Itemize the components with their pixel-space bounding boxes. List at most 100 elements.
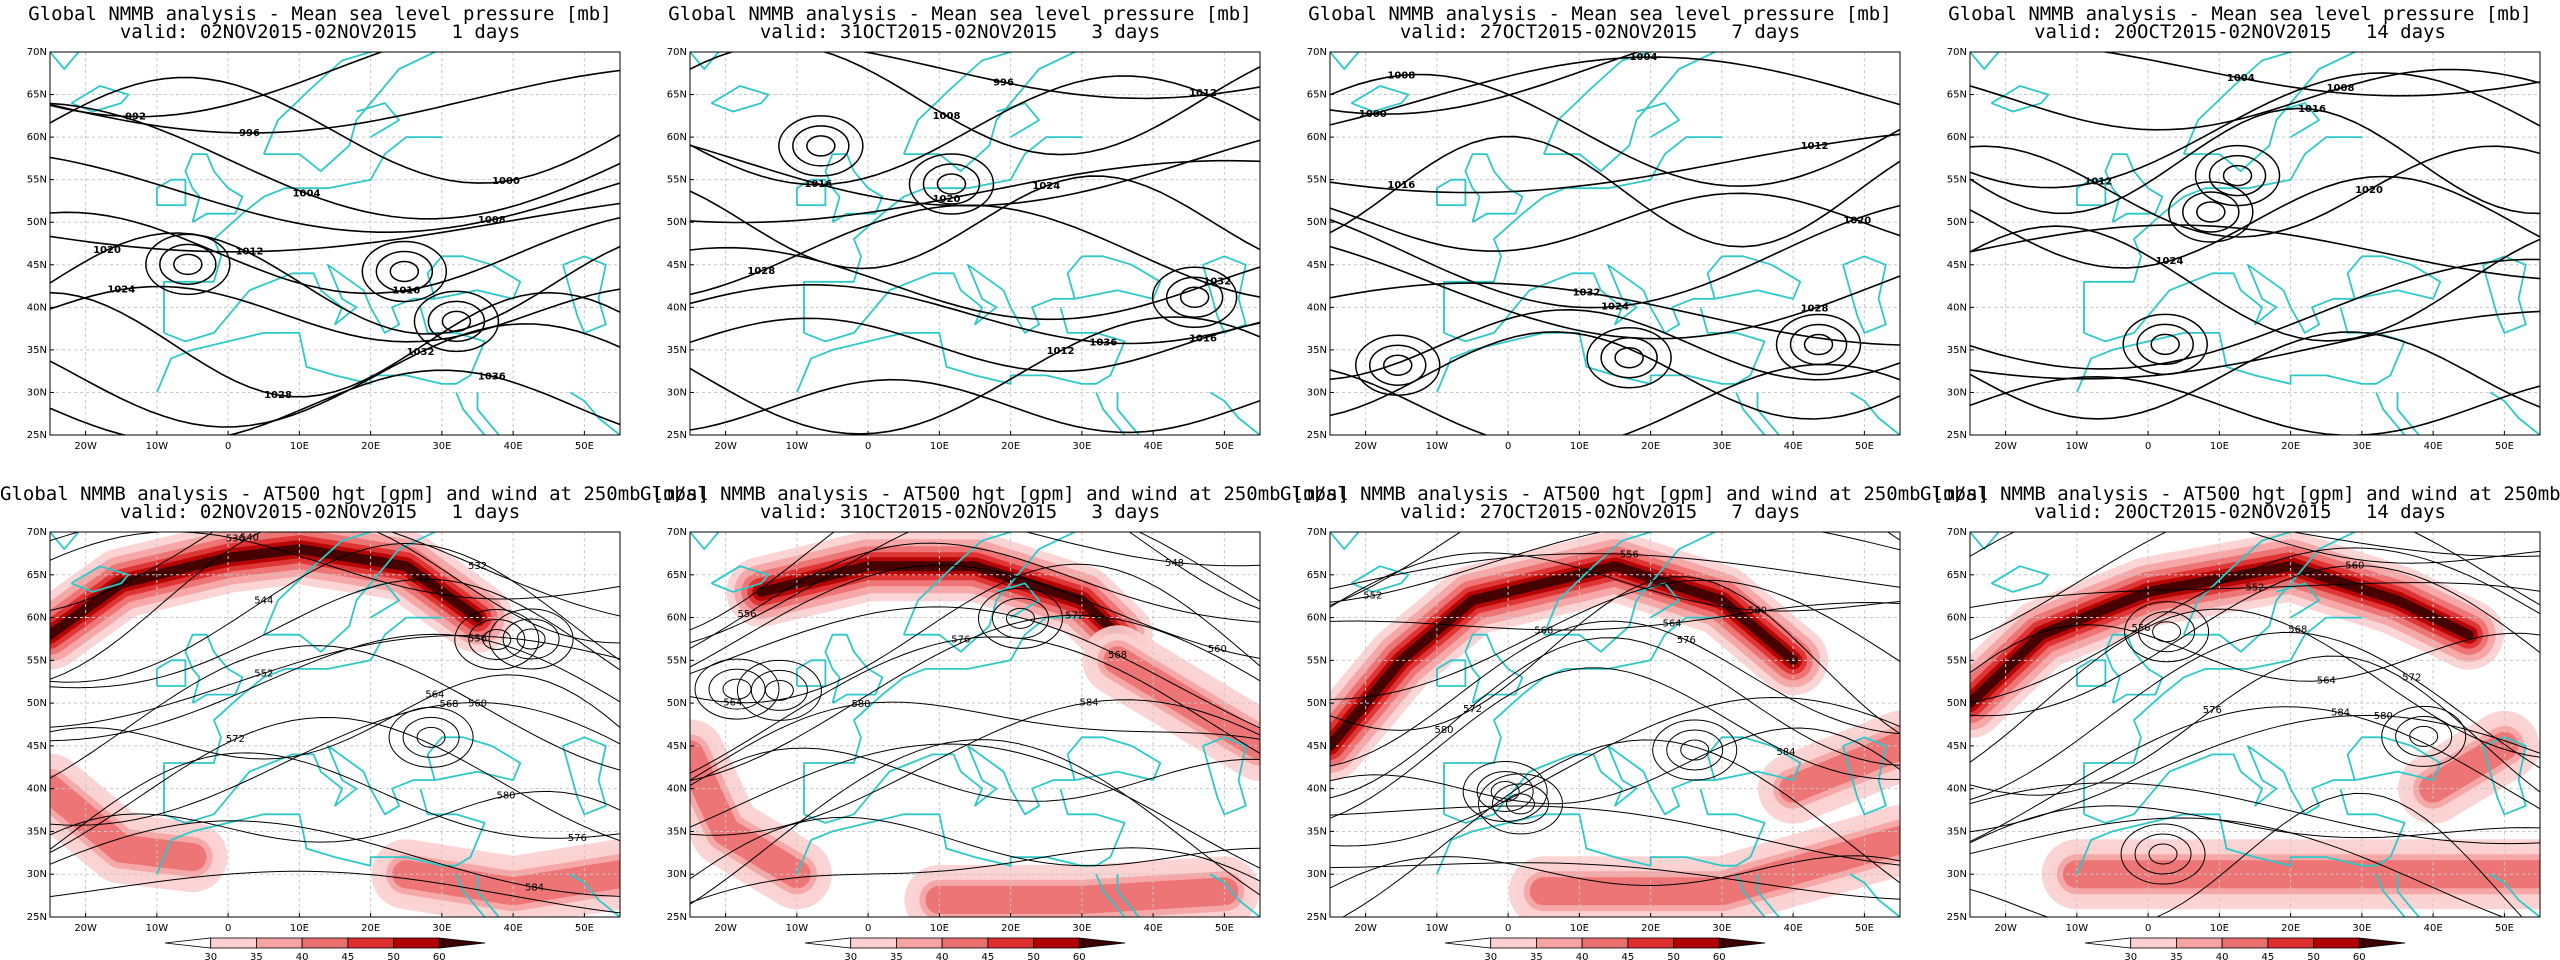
closed-contour bbox=[2222, 164, 2253, 187]
contour-line bbox=[1970, 782, 2540, 845]
contour-line bbox=[1970, 532, 2540, 641]
contour-line bbox=[1970, 68, 2540, 131]
panel-valid: valid: 27OCT2015-02NOV2015 7 days bbox=[1399, 21, 1801, 43]
lat-tick-label: 65N bbox=[1307, 90, 1327, 101]
contour-label: 572 bbox=[226, 734, 245, 745]
lat-tick-label: 25N bbox=[27, 912, 47, 923]
contour-line bbox=[690, 52, 1260, 156]
coastline bbox=[803, 136, 1082, 333]
coastline bbox=[1436, 178, 1467, 207]
lat-tick-label: 30N bbox=[1947, 869, 1967, 880]
contour-line bbox=[50, 532, 214, 611]
contour-label: 584 bbox=[525, 882, 544, 893]
contour-label: 1008 bbox=[1387, 70, 1415, 81]
contour-line bbox=[1330, 133, 1900, 194]
lon-tick-label: 20W bbox=[74, 441, 97, 452]
lat-tick-label: 55N bbox=[1947, 175, 1967, 186]
lat-tick-label: 50N bbox=[27, 698, 47, 709]
closed-contour bbox=[991, 597, 1049, 639]
closed-contour bbox=[2196, 201, 2226, 223]
contour-label: 576 bbox=[568, 833, 587, 844]
lon-tick-label: 10W bbox=[1426, 923, 1449, 934]
lon-tick-label: 30E bbox=[1712, 923, 1731, 934]
contour-line bbox=[50, 291, 620, 398]
panel-z500-14days: Global NMMB analysis - AT500 hgt [gpm] a… bbox=[1920, 480, 2560, 960]
contour-label: 560 bbox=[2345, 561, 2364, 572]
contour-label: 580 bbox=[2374, 711, 2393, 722]
lon-tick-label: 0 bbox=[865, 441, 871, 452]
contour-label: 544 bbox=[254, 596, 273, 607]
panel-valid: valid: 20OCT2015-02NOV2015 14 days bbox=[2034, 21, 2446, 43]
contour-line bbox=[690, 747, 1260, 802]
contour-line bbox=[1970, 624, 2540, 682]
closed-contour bbox=[145, 233, 231, 296]
wind-shade bbox=[392, 860, 620, 906]
closed-contour bbox=[488, 608, 574, 670]
coastline bbox=[2083, 616, 2362, 815]
contour-line bbox=[50, 542, 620, 683]
lat-tick-label: 30N bbox=[27, 387, 47, 398]
contour-line bbox=[1970, 225, 2540, 342]
closed-contour bbox=[1382, 354, 1413, 376]
lon-tick-label: 30E bbox=[1072, 441, 1091, 452]
lon-tick-label: 30E bbox=[1712, 441, 1731, 452]
coastline bbox=[156, 788, 486, 875]
closed-contour bbox=[2409, 725, 2439, 747]
coastline bbox=[1990, 565, 2050, 593]
map-z500-7days: 54855255656056456857257658058470N65N60N5… bbox=[1307, 527, 1901, 960]
lon-tick-label: 10W bbox=[786, 923, 809, 934]
lon-tick-label: 20E bbox=[2281, 923, 2300, 934]
contour-line bbox=[1970, 714, 2540, 833]
contour-label: 552 bbox=[1363, 591, 1382, 602]
contour-line bbox=[1970, 331, 2540, 420]
lat-tick-label: 60N bbox=[667, 613, 687, 624]
coastline bbox=[996, 102, 1040, 138]
coastline bbox=[70, 85, 130, 113]
contour-line bbox=[50, 870, 620, 914]
colorbar-cell bbox=[2084, 937, 2132, 949]
map-frame bbox=[1329, 531, 1901, 918]
contour-label: 576 bbox=[1677, 635, 1696, 646]
lon-tick-label: 10W bbox=[146, 441, 169, 452]
lat-tick-label: 45N bbox=[27, 741, 47, 752]
contour-label: 1012 bbox=[1801, 141, 1829, 152]
lat-tick-label: 25N bbox=[27, 430, 47, 441]
contour-label: 1012 bbox=[2084, 177, 2112, 188]
contour-label: 1028 bbox=[747, 266, 775, 277]
contour-line bbox=[1970, 582, 2540, 608]
closed-contour bbox=[2168, 181, 2254, 243]
closed-contour bbox=[2120, 823, 2206, 885]
contour-label: 1012 bbox=[236, 247, 264, 258]
wind-shade bbox=[756, 561, 1123, 640]
closed-contour bbox=[416, 726, 446, 748]
coastline bbox=[455, 392, 486, 435]
map-frame bbox=[1969, 51, 2541, 436]
coastline bbox=[184, 153, 244, 223]
colorbar-tick-label: 35 bbox=[2170, 952, 2183, 960]
contour-label: 1000 bbox=[492, 176, 520, 187]
wind-shade bbox=[1529, 826, 1900, 906]
closed-contour bbox=[468, 618, 526, 660]
contour-line bbox=[1330, 135, 1900, 248]
contour-line bbox=[860, 52, 1260, 100]
closed-contour bbox=[908, 153, 995, 215]
lat-tick-label: 45N bbox=[1307, 260, 1327, 271]
coastline bbox=[1330, 532, 1360, 550]
panel-title: Global NMMB analysis - AT500 hgt [gpm] a… bbox=[1920, 483, 2560, 505]
lat-tick-label: 30N bbox=[1947, 387, 1967, 398]
closed-contour bbox=[792, 125, 850, 167]
map-frame bbox=[49, 51, 621, 436]
lat-tick-label: 25N bbox=[1307, 430, 1327, 441]
contour-label: 540 bbox=[2146, 508, 2165, 519]
coastline bbox=[1443, 736, 1802, 824]
contour-label: 1004 bbox=[293, 189, 321, 200]
colorbar-tick-label: 45 bbox=[341, 952, 354, 960]
contour-label: 564 bbox=[2317, 675, 2336, 686]
contour-line bbox=[1970, 565, 2540, 717]
panel-z500-7days: Global NMMB analysis - AT500 hgt [gpm] a… bbox=[1280, 480, 1989, 960]
lat-tick-label: 45N bbox=[1307, 741, 1327, 752]
lon-tick-label: 30E bbox=[1072, 923, 1091, 934]
closed-contour bbox=[922, 163, 981, 205]
map-frame bbox=[689, 51, 1261, 436]
